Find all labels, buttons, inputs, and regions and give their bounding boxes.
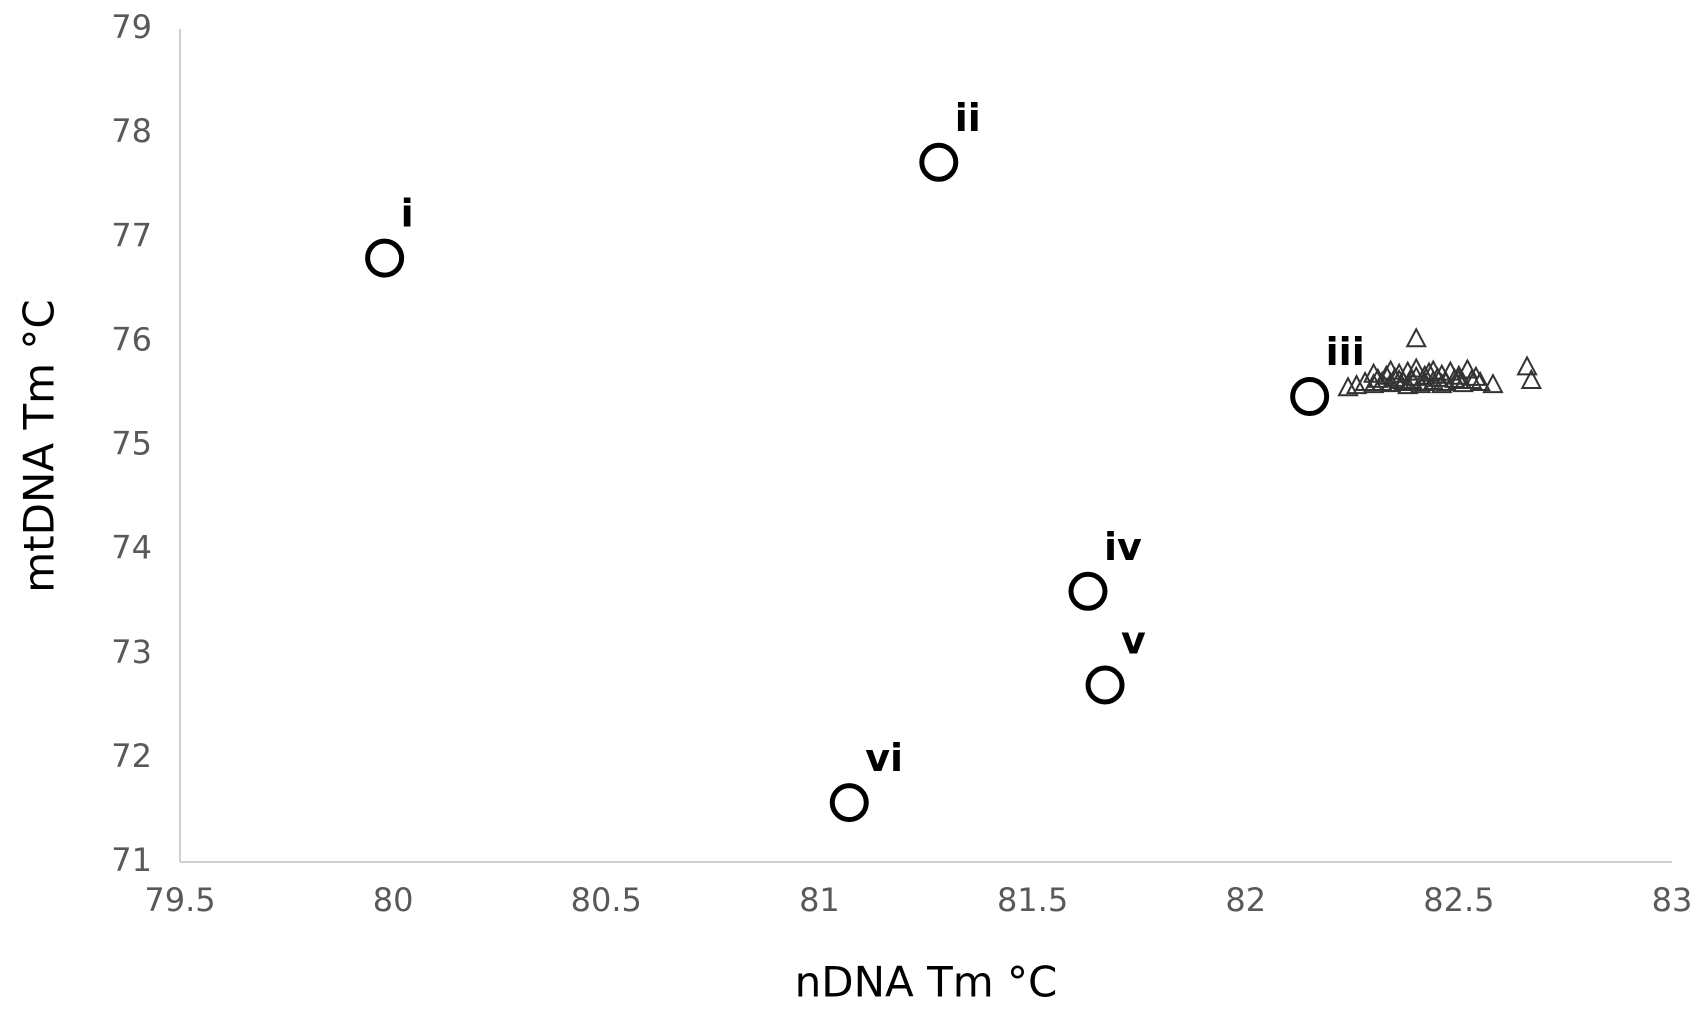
x-axis-title: nDNA Tm °C — [795, 958, 1058, 1007]
y-tick-label: 71 — [111, 841, 152, 879]
point — [365, 238, 405, 278]
point — [1469, 370, 1491, 392]
point-annotation: v — [1121, 618, 1146, 662]
x-tick-label: 81.5 — [997, 881, 1068, 919]
y-tick-label: 72 — [111, 737, 152, 775]
x-tick-label: 79.5 — [144, 881, 215, 919]
y-tick-label: 78 — [111, 112, 152, 150]
point — [1465, 365, 1487, 386]
point-annotation: ii — [955, 96, 981, 140]
point — [1516, 355, 1538, 376]
point — [1520, 368, 1542, 389]
y-tick-label: 74 — [111, 529, 152, 567]
x-tick-label: 83 — [1652, 881, 1693, 919]
point — [1414, 370, 1436, 392]
point — [1422, 359, 1444, 380]
point — [829, 783, 869, 823]
x-tick-label: 80.5 — [571, 881, 642, 919]
y-tick-label: 77 — [111, 216, 152, 254]
x-tick-label: 81 — [799, 881, 840, 919]
x-tick-label: 82 — [1225, 881, 1266, 919]
point — [1431, 372, 1453, 394]
point — [1337, 376, 1359, 397]
point — [1401, 368, 1423, 389]
point-annotation: i — [401, 192, 414, 236]
point-annotation: iii — [1326, 330, 1365, 374]
point — [1362, 362, 1385, 383]
y-axis-title: mtDNA Tm °C — [15, 299, 64, 592]
point — [919, 142, 959, 182]
point — [1482, 372, 1504, 394]
y-tick-label: 79 — [111, 8, 152, 46]
point-annotation: iv — [1104, 525, 1142, 569]
point — [1448, 368, 1470, 389]
point — [1405, 365, 1427, 386]
point — [1405, 327, 1427, 348]
y-tick-label: 75 — [111, 425, 152, 463]
point — [1290, 377, 1330, 417]
point — [1068, 571, 1108, 611]
point — [1085, 665, 1125, 705]
point — [1405, 357, 1427, 378]
x-tick-label: 82.5 — [1423, 881, 1494, 919]
x-tick-label: 80 — [373, 881, 414, 919]
point — [1388, 368, 1410, 389]
point-annotation: vi — [865, 736, 903, 780]
y-tick-label: 73 — [111, 633, 152, 671]
y-tick-label: 76 — [111, 320, 152, 358]
point — [1379, 359, 1402, 380]
